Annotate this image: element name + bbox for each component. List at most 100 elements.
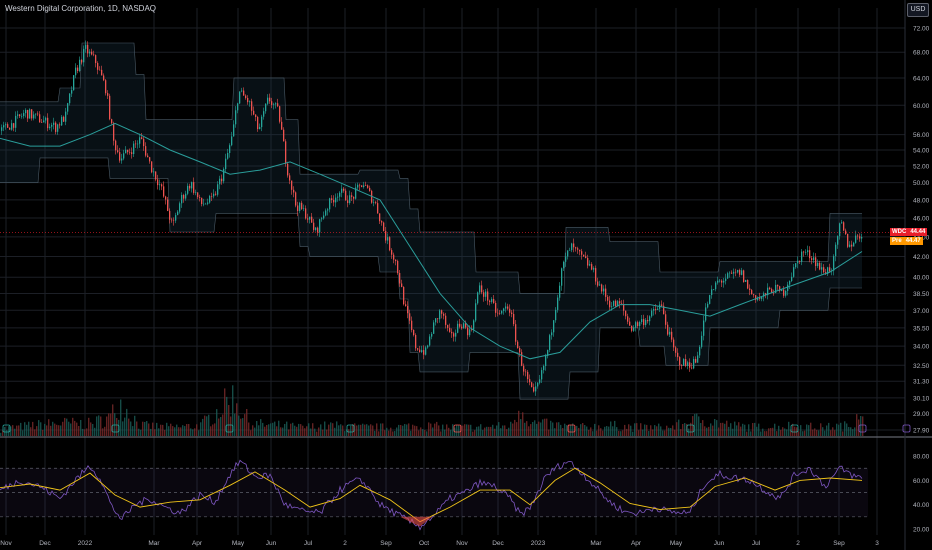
- candle-body: [837, 236, 839, 245]
- volume-bar: [742, 423, 744, 436]
- volume-bar: [74, 420, 76, 436]
- volume-bar: [694, 414, 696, 436]
- candle-body: [665, 314, 667, 325]
- candle-body: [465, 323, 467, 328]
- candle-body: [145, 146, 147, 156]
- candle-body: [571, 243, 573, 251]
- candle-body: [451, 331, 453, 334]
- volume-bar: [364, 424, 366, 436]
- volume-bar: [758, 423, 760, 436]
- candle-body: [789, 281, 791, 285]
- candle-body: [343, 188, 345, 191]
- volume-bar: [750, 431, 752, 436]
- volume-bars: [0, 385, 864, 436]
- volume-bar: [600, 428, 602, 436]
- candle-body: [259, 127, 261, 129]
- rsi-tick-label: 40.00: [913, 502, 930, 509]
- volume-bar: [552, 422, 554, 436]
- volume-bar: [360, 424, 362, 436]
- volume-bar: [180, 427, 182, 436]
- volume-bar: [816, 430, 818, 436]
- volume-bar: [70, 423, 72, 436]
- candle-body: [47, 117, 49, 129]
- volume-bar: [82, 428, 84, 436]
- price-tick-label: 60.00: [913, 103, 930, 110]
- candle-body: [495, 303, 497, 313]
- candle-body: [751, 290, 753, 295]
- volume-bar: [484, 427, 486, 436]
- candle-body: [545, 356, 547, 366]
- volume-bar: [188, 424, 190, 436]
- volume-bar: [272, 422, 274, 436]
- candle-body: [171, 219, 173, 221]
- volume-bar: [372, 425, 374, 436]
- volume-bar: [630, 425, 632, 436]
- candle-body: [733, 271, 735, 274]
- candle-body: [53, 122, 55, 125]
- candle-body: [589, 264, 591, 266]
- volume-bar: [386, 427, 388, 436]
- candle-body: [793, 267, 795, 277]
- candle-body: [643, 319, 645, 326]
- volume-bar: [580, 424, 582, 436]
- candle-body: [503, 308, 505, 311]
- volume-bar: [26, 424, 28, 436]
- volume-bar: [40, 422, 42, 436]
- volume-bar: [238, 415, 240, 436]
- candle-body: [765, 293, 767, 296]
- volume-bar: [342, 425, 344, 436]
- volume-bar: [54, 423, 56, 436]
- candle-body: [387, 237, 389, 241]
- candle-body: [823, 267, 825, 273]
- candle-body: [499, 313, 501, 314]
- candle-body: [183, 195, 185, 199]
- candle-body: [687, 362, 689, 366]
- candle-body: [723, 280, 725, 283]
- candle-body: [215, 193, 217, 195]
- candle-body: [295, 192, 297, 206]
- candle-body: [511, 312, 513, 314]
- volume-bar: [818, 430, 820, 436]
- candle-body: [23, 113, 25, 116]
- candle-body: [389, 237, 391, 251]
- volume-bar: [88, 417, 90, 436]
- volume-bar: [548, 429, 550, 436]
- volume-bar: [850, 427, 852, 436]
- currency-button[interactable]: USD: [907, 3, 929, 17]
- candle-body: [141, 137, 143, 139]
- candle-body: [71, 90, 73, 94]
- event-marker: [225, 424, 234, 433]
- candle-body: [861, 237, 863, 239]
- candle-body: [239, 91, 241, 104]
- volume-bar: [614, 420, 616, 436]
- volume-bar: [286, 421, 288, 436]
- candle-body: [457, 323, 459, 333]
- volume-bar: [278, 420, 280, 436]
- candle-body: [189, 185, 191, 189]
- candle-body: [691, 367, 693, 369]
- candle-body: [727, 273, 729, 279]
- candle-body: [93, 54, 95, 56]
- volume-bar: [120, 399, 122, 436]
- moving-average-line: [0, 122, 863, 360]
- volume-bar: [672, 425, 674, 436]
- candle-body: [741, 270, 743, 275]
- chart-title: Western Digital Corporation, 1D, NASDAQ: [5, 4, 157, 13]
- volume-bar: [384, 430, 386, 436]
- volume-bar: [476, 426, 478, 436]
- candle-body: [517, 341, 519, 348]
- volume-bar: [208, 414, 210, 436]
- channel-lower-line: [0, 157, 862, 400]
- volume-bar: [594, 423, 596, 436]
- volume-bar: [464, 424, 466, 436]
- candle-body: [235, 110, 237, 125]
- volume-bar: [334, 427, 336, 436]
- candle-body: [597, 281, 599, 286]
- candle-body: [33, 114, 35, 119]
- price-tick-label: 72.00: [913, 26, 930, 33]
- volume-bar: [528, 426, 530, 436]
- volume-bar: [68, 421, 70, 436]
- price-tick-label: 32.50: [913, 363, 930, 370]
- candle-body: [415, 335, 417, 349]
